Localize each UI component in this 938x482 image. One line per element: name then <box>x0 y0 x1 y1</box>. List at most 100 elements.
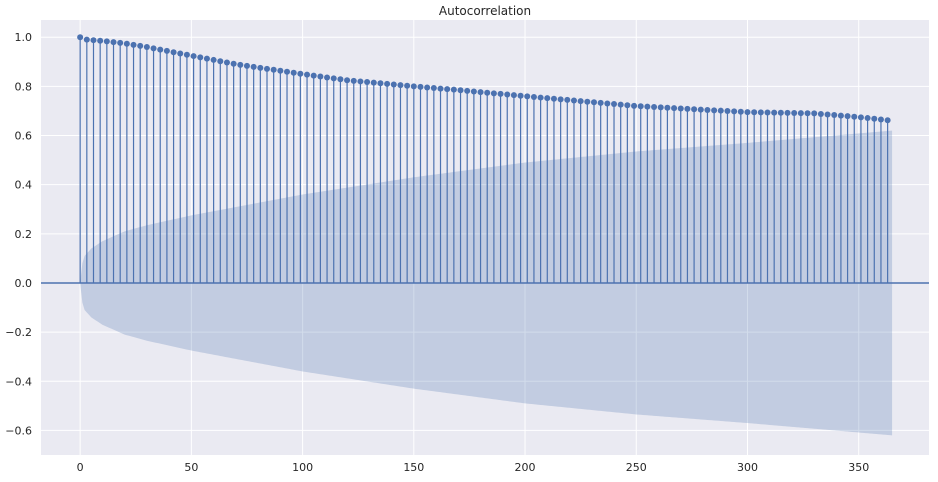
acf-marker <box>337 76 344 83</box>
y-tick-label: −0.6 <box>5 424 32 437</box>
acf-marker <box>97 37 104 44</box>
acf-marker <box>317 73 324 80</box>
acf-marker <box>217 58 224 65</box>
acf-marker <box>711 107 718 114</box>
acf-marker <box>470 88 477 95</box>
acf-marker <box>237 61 244 68</box>
y-tick-label: −0.4 <box>5 375 32 388</box>
acf-marker <box>350 77 357 84</box>
acf-marker <box>757 109 764 116</box>
acf-marker <box>344 77 351 84</box>
acf-marker <box>584 98 591 105</box>
acf-marker <box>143 44 150 51</box>
acf-marker <box>857 114 864 121</box>
acf-marker <box>677 105 684 112</box>
acf-marker <box>243 62 250 69</box>
acf-marker <box>804 110 811 117</box>
acf-marker <box>163 47 170 54</box>
acf-marker <box>871 115 878 122</box>
acf-marker <box>837 112 844 119</box>
acf-marker <box>671 105 678 112</box>
acf-marker <box>417 83 424 90</box>
acf-marker <box>737 108 744 115</box>
acf-marker <box>123 40 130 47</box>
acf-marker <box>717 107 724 114</box>
acf-marker <box>877 116 884 123</box>
acf-marker <box>203 55 210 62</box>
acf-marker <box>390 81 397 88</box>
acf-marker <box>644 103 651 110</box>
acf-marker <box>377 80 384 87</box>
acf-marker <box>504 91 511 98</box>
acf-marker <box>611 101 618 108</box>
x-tick-label: 300 <box>737 461 758 474</box>
x-axis-ticks: 0 50 100 150 200 250 300 350 <box>77 461 870 474</box>
acf-marker <box>864 115 871 122</box>
acf-marker <box>77 34 84 41</box>
acf-marker <box>404 82 411 89</box>
acf-marker <box>230 60 237 67</box>
acf-marker <box>297 70 304 77</box>
y-tick-label: 0.8 <box>15 80 33 93</box>
stem-series <box>77 34 891 283</box>
acf-marker <box>817 110 824 117</box>
acf-marker <box>83 36 90 43</box>
y-tick-label: 0.2 <box>15 228 33 241</box>
acf-marker <box>744 109 751 116</box>
acf-marker <box>90 37 97 44</box>
acf-marker <box>264 65 271 72</box>
acf-marker <box>410 83 417 90</box>
acf-marker <box>771 109 778 116</box>
acf-marker <box>851 113 858 120</box>
acf-marker <box>290 69 297 76</box>
acf-marker <box>484 89 491 96</box>
acf-marker <box>277 67 284 74</box>
acf-marker <box>384 80 391 87</box>
acf-marker <box>831 112 838 119</box>
acf-marker <box>130 41 137 48</box>
acf-marker <box>844 113 851 120</box>
acf-marker <box>624 102 631 109</box>
acf-marker <box>637 103 644 110</box>
acf-marker <box>284 68 291 75</box>
acf-marker <box>664 104 671 111</box>
acf-marker <box>651 104 658 110</box>
acf-marker <box>684 105 691 112</box>
y-tick-label: 1.0 <box>15 31 33 44</box>
acf-marker <box>791 110 798 117</box>
acf-marker <box>477 89 484 96</box>
acf-marker <box>457 87 464 94</box>
acf-marker <box>190 53 197 60</box>
acf-marker <box>517 92 524 99</box>
x-tick-label: 50 <box>184 461 198 474</box>
acf-marker <box>597 99 604 106</box>
acf-marker <box>824 111 831 118</box>
acf-marker <box>250 63 257 70</box>
y-tick-label: 0.6 <box>15 130 33 143</box>
acf-marker <box>270 66 277 73</box>
x-tick-label: 100 <box>292 461 313 474</box>
acf-marker <box>524 93 531 100</box>
y-tick-label: 0.4 <box>15 179 33 192</box>
acf-marker <box>724 108 731 115</box>
chart-title: Autocorrelation <box>439 4 531 18</box>
acf-marker <box>357 78 364 85</box>
acf-marker <box>657 104 664 111</box>
acf-marker <box>751 109 758 116</box>
acf-marker <box>797 110 804 117</box>
acf-marker <box>577 98 584 105</box>
acf-marker <box>464 87 471 94</box>
acf-marker <box>691 106 698 113</box>
acf-marker <box>364 79 371 86</box>
x-tick-label: 200 <box>515 461 536 474</box>
acf-marker <box>430 85 437 92</box>
acf-marker <box>731 108 738 115</box>
acf-marker <box>550 95 557 102</box>
acf-marker <box>157 46 164 53</box>
acf-marker <box>557 96 564 103</box>
acf-marker <box>150 45 157 52</box>
acf-marker <box>310 72 317 79</box>
acf-marker <box>590 99 597 106</box>
